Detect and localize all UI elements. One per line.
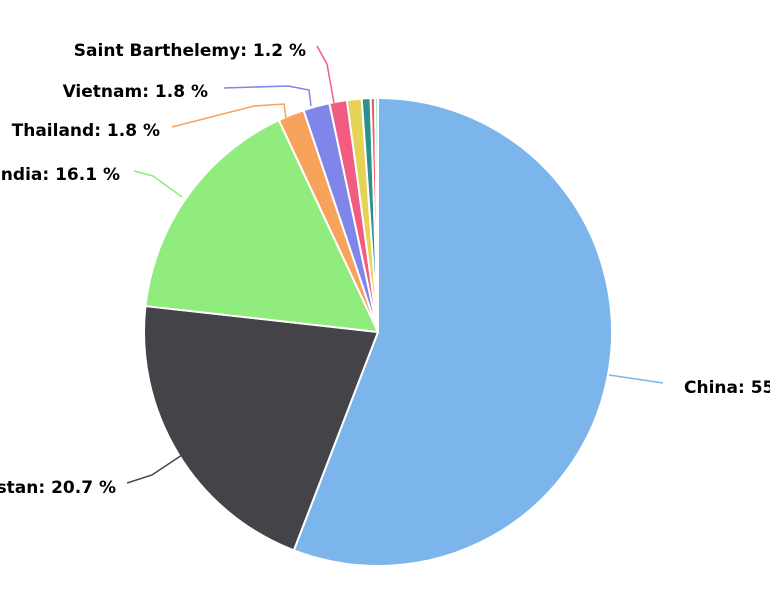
connector-pakistan [126,454,183,484]
data-label-india: India: 16.1 % [0,165,120,185]
connector-saint-barthelemy [316,45,335,104]
label-connectors [126,45,664,484]
pie-slice-pakistan[interactable] [143,305,379,552]
data-label-china: China: 55 [684,378,770,398]
data-label-pakistan: stan: 20.7 % [0,478,116,498]
connector-vietnam [223,85,312,107]
connector-china [608,374,664,384]
data-label-thailand: Thailand: 1.8 % [12,121,160,141]
pie-slice-china[interactable] [292,97,614,567]
data-label-saint-barthelemy: Saint Barthelemy: 1.2 % [74,41,306,61]
data-label-vietnam: Vietnam: 1.8 % [63,82,208,102]
pie-slices [143,97,614,567]
pie-slice-india[interactable] [144,119,379,333]
connector-thailand [171,103,287,128]
pie-slice-series-10[interactable] [374,97,379,333]
data-labels: China: 55 stan: 20.7 % India: 16.1 % Thaila… [0,41,770,498]
connector-india [133,170,183,198]
